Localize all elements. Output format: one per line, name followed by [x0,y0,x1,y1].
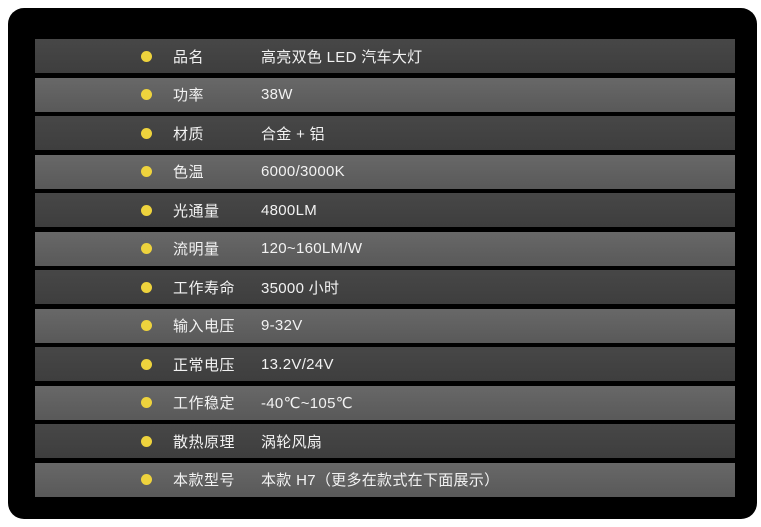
bullet-dot-icon [141,358,152,370]
spec-label: 本款型号 [173,472,236,489]
bullet-dot-icon [141,50,152,62]
spec-value: 本款 H7（更多在款式在下面展示） [261,472,500,489]
spec-panel: 品名 高亮双色 LED 汽车大灯 功率 38W 材质 合金 + 铝 色温 600… [8,8,757,519]
spec-value: 涡轮风扇 [261,433,323,451]
spec-label: 功率 [173,87,205,104]
spec-value: 13.2V/24V [261,355,334,373]
spec-value: -40℃~105℃ [261,394,353,412]
table-row: 色温 6000/3000K [35,154,735,189]
spec-label: 光通量 [173,202,220,220]
spec-value: 9-32V [261,317,303,334]
table-row: 工作寿命 35000 小时 [35,270,735,304]
spec-label: 工作寿命 [173,279,236,297]
spec-label: 输入电压 [173,318,236,335]
table-row: 本款型号 本款 H7（更多在款式在下面展示） [35,462,735,497]
table-row: 工作稳定 -40℃~105℃ [35,385,735,420]
table-row: 功率 38W [35,77,735,112]
bullet-dot-icon [141,474,152,485]
bullet-dot-icon [141,166,152,177]
spec-value: 合金 + 铝 [261,125,325,143]
spec-label: 正常电压 [173,356,236,374]
table-row: 材质 合金 + 铝 [35,116,735,150]
spec-label: 品名 [173,48,205,66]
bullet-dot-icon [141,320,152,331]
spec-value: 120~160LM/W [261,240,363,257]
table-row: 散热原理 涡轮风扇 [35,424,735,458]
bullet-dot-icon [141,204,152,216]
spec-value: 4800LM [261,201,318,219]
spec-label: 工作稳定 [173,395,236,412]
spec-label: 流明量 [173,241,220,258]
table-row: 光通量 4800LM [35,193,735,227]
spec-value: 38W [261,86,293,103]
spec-label: 散热原理 [173,433,236,451]
spec-value: 6000/3000K [261,163,345,180]
spec-label: 材质 [173,125,205,143]
bullet-dot-icon [141,127,152,139]
spec-value: 高亮双色 LED 汽车大灯 [261,48,423,66]
spec-table: 品名 高亮双色 LED 汽车大灯 功率 38W 材质 合金 + 铝 色温 600… [35,39,735,497]
bullet-dot-icon [141,397,152,408]
table-row: 品名 高亮双色 LED 汽车大灯 [35,39,735,73]
table-row: 输入电压 9-32V [35,308,735,343]
bullet-dot-icon [141,243,152,254]
bullet-dot-icon [141,435,152,447]
table-row: 流明量 120~160LM/W [35,231,735,266]
bullet-dot-icon [141,281,152,293]
bullet-dot-icon [141,89,152,100]
spec-value: 35000 小时 [261,279,340,297]
spec-label: 色温 [173,164,205,181]
table-row: 正常电压 13.2V/24V [35,347,735,381]
